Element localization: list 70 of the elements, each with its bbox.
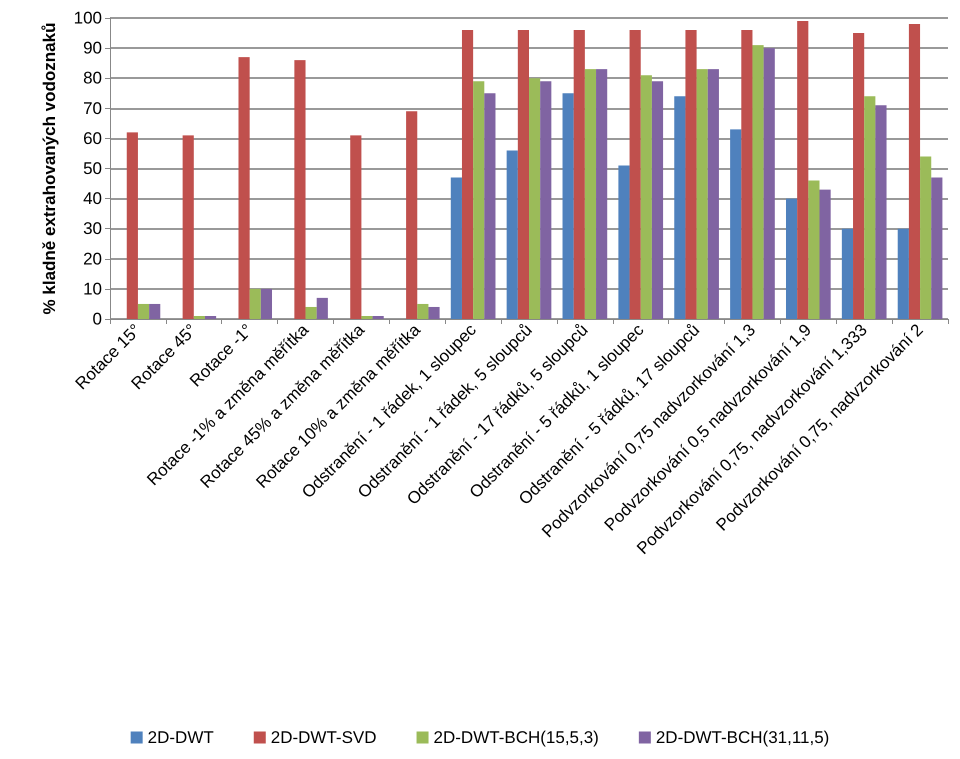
bar bbox=[696, 69, 708, 319]
bar bbox=[685, 30, 697, 319]
y-tick-label: 100 bbox=[74, 8, 102, 28]
bar bbox=[250, 288, 261, 319]
bar bbox=[584, 69, 596, 319]
bar bbox=[674, 96, 686, 319]
bar bbox=[428, 306, 440, 319]
bar bbox=[540, 81, 552, 319]
y-tick-label: 60 bbox=[83, 128, 102, 148]
legend-label: 2D-DWT-BCH(15,5,3) bbox=[434, 728, 599, 747]
bar bbox=[204, 316, 216, 319]
y-tick-label: 20 bbox=[83, 249, 102, 268]
y-tick-label: 50 bbox=[83, 159, 102, 178]
y-tick-label: 80 bbox=[83, 68, 102, 88]
bar bbox=[820, 190, 831, 319]
bar bbox=[618, 165, 630, 319]
bar bbox=[138, 304, 150, 319]
y-tick-label: 10 bbox=[83, 279, 102, 298]
y-tick-label: 30 bbox=[83, 219, 102, 238]
bar bbox=[316, 298, 328, 319]
bar bbox=[808, 180, 820, 319]
bar bbox=[908, 24, 920, 319]
bar bbox=[462, 30, 474, 319]
bar bbox=[920, 156, 932, 319]
bar bbox=[842, 228, 854, 319]
bar bbox=[361, 316, 373, 319]
y-tick-label: 70 bbox=[83, 98, 102, 118]
bar bbox=[126, 132, 138, 319]
bar bbox=[473, 81, 484, 319]
y-axis-title: % kladně extrahovaných vodoznaků bbox=[40, 22, 59, 314]
bar bbox=[194, 316, 205, 319]
bar bbox=[730, 129, 742, 319]
bar bbox=[260, 288, 272, 319]
bar bbox=[640, 75, 652, 319]
bar bbox=[149, 304, 160, 319]
bar bbox=[630, 30, 641, 319]
y-tick-label: 40 bbox=[83, 189, 102, 208]
bar bbox=[406, 111, 418, 319]
bar bbox=[853, 33, 864, 319]
bar bbox=[484, 93, 496, 319]
bar bbox=[596, 69, 608, 319]
bar bbox=[450, 178, 462, 319]
bar bbox=[529, 78, 540, 319]
bar bbox=[708, 69, 719, 319]
bar bbox=[764, 48, 775, 319]
bar bbox=[518, 30, 529, 319]
bar bbox=[350, 135, 362, 319]
bar bbox=[238, 57, 250, 319]
bar bbox=[741, 30, 752, 319]
bar bbox=[786, 198, 798, 319]
bar bbox=[182, 135, 194, 319]
legend-label: 2D-DWT-SVD bbox=[270, 728, 377, 747]
bar bbox=[752, 45, 764, 319]
y-tick-label: 0 bbox=[92, 310, 102, 328]
bar bbox=[372, 316, 384, 319]
bar bbox=[574, 30, 585, 319]
y-tick-label: 90 bbox=[83, 38, 102, 58]
bar bbox=[417, 304, 428, 319]
bar bbox=[898, 228, 909, 319]
legend-label: 2D-DWT-BCH(31,11,5) bbox=[656, 728, 830, 747]
legend-label: 2D-DWT bbox=[148, 728, 214, 747]
bar bbox=[306, 306, 317, 319]
bar bbox=[294, 60, 306, 319]
bar bbox=[931, 178, 942, 319]
bar bbox=[864, 96, 876, 319]
bar bbox=[875, 105, 887, 319]
bar bbox=[506, 150, 518, 319]
bar bbox=[562, 93, 574, 319]
bar bbox=[797, 21, 808, 319]
bar bbox=[652, 81, 664, 319]
